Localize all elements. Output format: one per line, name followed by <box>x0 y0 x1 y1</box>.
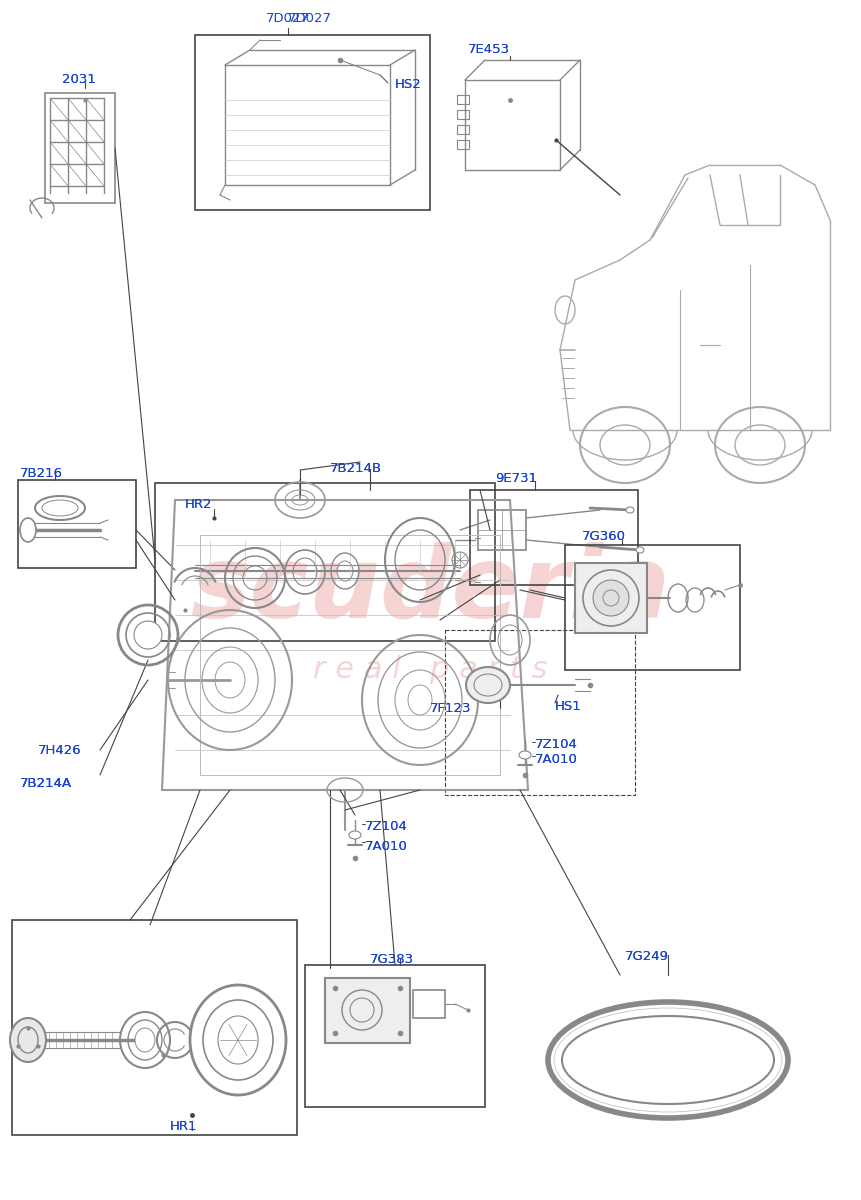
Text: 2031: 2031 <box>62 73 96 86</box>
Text: 7B214A: 7B214A <box>20 778 72 790</box>
Bar <box>195 35 430 210</box>
Bar <box>564 545 739 670</box>
Text: 7B216: 7B216 <box>20 467 63 480</box>
Text: HR1: HR1 <box>170 1120 197 1133</box>
Bar <box>456 110 468 119</box>
Ellipse shape <box>466 667 510 703</box>
Text: 7B214B: 7B214B <box>330 462 381 475</box>
Ellipse shape <box>10 1018 46 1062</box>
Ellipse shape <box>518 751 530 758</box>
Text: 7G383: 7G383 <box>369 953 413 966</box>
Text: 7F123: 7F123 <box>430 702 471 715</box>
Text: 2031: 2031 <box>62 73 96 86</box>
Text: 7A010: 7A010 <box>364 840 407 853</box>
Bar <box>456 125 468 134</box>
Text: HS2: HS2 <box>394 78 421 91</box>
Ellipse shape <box>20 518 36 542</box>
Text: 7G249: 7G249 <box>624 950 668 962</box>
Text: HS1: HS1 <box>554 700 581 713</box>
Text: 7D027: 7D027 <box>288 12 331 25</box>
Text: HR1: HR1 <box>170 1120 197 1133</box>
Text: 7E453: 7E453 <box>468 43 510 56</box>
Text: 7G249: 7G249 <box>624 950 668 962</box>
Bar <box>469 490 637 584</box>
Text: 7Z104: 7Z104 <box>364 820 407 833</box>
Text: 7A010: 7A010 <box>535 754 577 766</box>
Text: 9E731: 9E731 <box>494 472 536 485</box>
Text: HS2: HS2 <box>394 78 421 91</box>
Text: 7A010: 7A010 <box>535 754 577 766</box>
Bar <box>412 990 444 1018</box>
Text: 7B214A: 7B214A <box>20 778 72 790</box>
Text: 7B214B: 7B214B <box>330 462 381 475</box>
Ellipse shape <box>635 547 643 553</box>
Text: 9E731: 9E731 <box>494 472 536 485</box>
Text: scuderia: scuderia <box>189 541 670 638</box>
Text: 7G383: 7G383 <box>369 953 413 966</box>
Bar <box>325 978 410 1043</box>
Text: 7F123: 7F123 <box>430 702 471 715</box>
Text: 7Z104: 7Z104 <box>535 738 577 751</box>
Bar <box>155 482 494 641</box>
Bar <box>478 510 525 550</box>
Text: 7D027: 7D027 <box>266 12 310 25</box>
Text: 7E453: 7E453 <box>468 43 510 56</box>
Text: 7B214A: 7B214A <box>20 778 72 790</box>
Bar <box>12 920 297 1135</box>
Text: 7Z104: 7Z104 <box>535 738 577 751</box>
Bar <box>574 563 647 634</box>
Text: 7A010: 7A010 <box>364 840 407 853</box>
Bar <box>444 630 635 794</box>
Bar <box>305 965 485 1106</box>
Bar <box>456 95 468 104</box>
Text: HS1: HS1 <box>554 700 581 713</box>
Text: r e a l   p a r t s: r e a l p a r t s <box>313 655 547 684</box>
Ellipse shape <box>133 622 162 649</box>
Text: 7B216: 7B216 <box>20 467 63 480</box>
Text: 7H426: 7H426 <box>38 744 82 757</box>
Ellipse shape <box>592 580 629 616</box>
Text: HR2: HR2 <box>185 498 213 511</box>
Bar <box>200 535 499 775</box>
Text: HR2: HR2 <box>185 498 213 511</box>
Ellipse shape <box>135 1028 155 1052</box>
Bar <box>456 140 468 149</box>
Text: 7Z104: 7Z104 <box>364 820 407 833</box>
Bar <box>18 480 136 568</box>
Text: 7G360: 7G360 <box>581 530 625 542</box>
Ellipse shape <box>349 830 361 839</box>
Text: 7H426: 7H426 <box>38 744 82 757</box>
Text: 7G360: 7G360 <box>581 530 625 542</box>
Ellipse shape <box>625 506 633 514</box>
